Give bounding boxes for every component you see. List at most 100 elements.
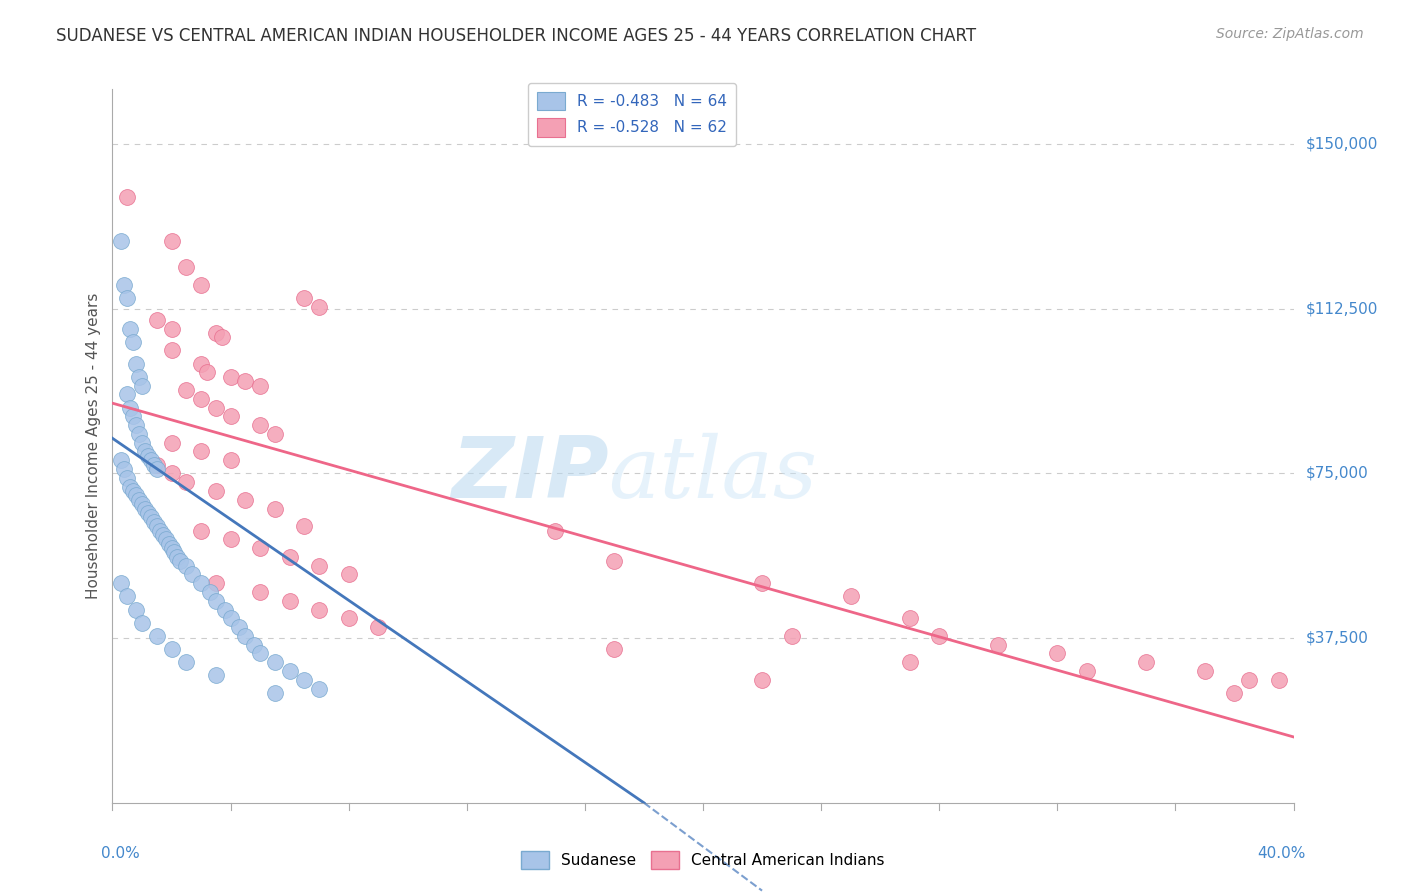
Point — [1239, 673, 1261, 687]
Point — [142, 458, 165, 472]
Point — [249, 418, 271, 433]
Point — [110, 234, 132, 248]
Point — [205, 401, 228, 415]
Point — [367, 620, 389, 634]
Point — [120, 480, 142, 494]
Point — [120, 321, 142, 335]
Point — [122, 334, 145, 349]
Point — [131, 615, 153, 630]
Point — [205, 668, 228, 682]
Point — [751, 576, 773, 591]
Point — [198, 585, 221, 599]
Point — [1135, 655, 1157, 669]
Point — [190, 357, 212, 371]
Point — [205, 326, 228, 340]
Point — [1223, 686, 1246, 700]
Y-axis label: Householder Income Ages 25 - 44 years: Householder Income Ages 25 - 44 years — [86, 293, 101, 599]
Point — [155, 533, 177, 547]
Point — [134, 501, 156, 516]
Point — [243, 638, 266, 652]
Point — [160, 343, 183, 358]
Point — [219, 369, 242, 384]
Point — [264, 426, 287, 441]
Point — [136, 449, 159, 463]
Point — [190, 576, 212, 591]
Point — [249, 541, 271, 555]
Point — [174, 260, 197, 274]
Point — [117, 190, 138, 204]
Point — [146, 312, 169, 326]
Point — [110, 576, 132, 591]
Text: $75,000: $75,000 — [1305, 466, 1368, 481]
Point — [214, 602, 236, 616]
Point — [128, 369, 150, 384]
Point — [278, 664, 301, 678]
Point — [146, 462, 169, 476]
Point — [174, 655, 197, 669]
Point — [125, 602, 148, 616]
Point — [219, 533, 242, 547]
Point — [603, 642, 626, 657]
Point — [292, 519, 315, 533]
Point — [219, 409, 242, 424]
Point — [1268, 673, 1291, 687]
Point — [160, 642, 183, 657]
Point — [160, 435, 183, 450]
Point — [112, 277, 135, 292]
Point — [928, 629, 950, 643]
Text: ZIP: ZIP — [451, 433, 609, 516]
Point — [125, 488, 148, 502]
Point — [166, 549, 188, 564]
Point — [149, 524, 172, 538]
Point — [308, 681, 330, 696]
Point — [128, 492, 150, 507]
Point — [142, 515, 165, 529]
Point — [146, 629, 169, 643]
Text: 0.0%: 0.0% — [101, 846, 139, 861]
Point — [163, 545, 186, 559]
Point — [160, 321, 183, 335]
Point — [117, 387, 138, 401]
Point — [174, 558, 197, 573]
Point — [190, 392, 212, 406]
Point — [337, 567, 360, 582]
Point — [603, 554, 626, 568]
Point — [152, 528, 174, 542]
Point — [190, 277, 212, 292]
Point — [160, 234, 183, 248]
Point — [125, 357, 148, 371]
Point — [839, 590, 862, 604]
Point — [278, 594, 301, 608]
Point — [134, 444, 156, 458]
Point — [278, 549, 301, 564]
Point — [249, 647, 271, 661]
Point — [205, 594, 228, 608]
Point — [190, 524, 212, 538]
Point — [146, 458, 169, 472]
Point — [264, 655, 287, 669]
Point — [249, 378, 271, 392]
Point — [264, 686, 287, 700]
Point — [117, 590, 138, 604]
Text: $37,500: $37,500 — [1305, 631, 1368, 646]
Text: atlas: atlas — [609, 434, 818, 516]
Text: 40.0%: 40.0% — [1257, 846, 1305, 861]
Point — [233, 492, 256, 507]
Point — [780, 629, 803, 643]
Point — [174, 475, 197, 490]
Point — [308, 558, 330, 573]
Point — [195, 366, 218, 380]
Point — [205, 576, 228, 591]
Text: Source: ZipAtlas.com: Source: ZipAtlas.com — [1216, 27, 1364, 41]
Point — [139, 510, 162, 524]
Point — [157, 537, 180, 551]
Point — [898, 611, 921, 625]
Point — [1046, 647, 1069, 661]
Text: $150,000: $150,000 — [1305, 136, 1378, 152]
Point — [136, 506, 159, 520]
Point — [211, 330, 233, 344]
Point — [117, 291, 138, 305]
Point — [292, 291, 315, 305]
Point — [128, 426, 150, 441]
Text: $112,500: $112,500 — [1305, 301, 1378, 317]
